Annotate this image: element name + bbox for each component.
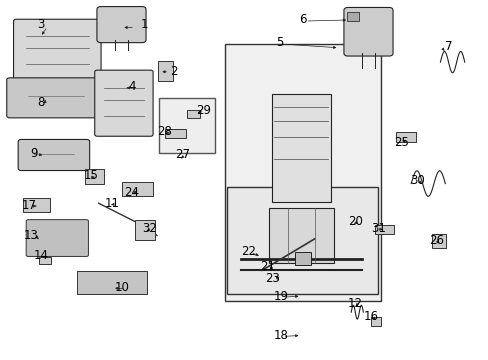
FancyBboxPatch shape	[95, 70, 153, 136]
Text: 18: 18	[273, 329, 288, 342]
Text: 14: 14	[34, 249, 49, 262]
Text: 7: 7	[444, 40, 451, 53]
Text: 28: 28	[157, 125, 171, 138]
Text: 29: 29	[195, 104, 210, 117]
Text: 25: 25	[393, 136, 407, 149]
Text: 17: 17	[22, 198, 37, 212]
Text: 4: 4	[128, 80, 135, 93]
Bar	[271, 94, 330, 202]
Bar	[23, 198, 50, 212]
Bar	[374, 225, 393, 234]
Text: 26: 26	[428, 234, 443, 247]
Text: 16: 16	[363, 310, 378, 323]
FancyBboxPatch shape	[18, 139, 89, 171]
Bar	[135, 220, 154, 240]
Text: 1: 1	[141, 18, 148, 31]
Bar	[187, 110, 199, 118]
Text: 19: 19	[273, 289, 288, 303]
FancyBboxPatch shape	[14, 19, 101, 84]
Bar	[370, 317, 380, 325]
FancyBboxPatch shape	[7, 78, 105, 118]
Bar	[224, 44, 380, 301]
Text: 23: 23	[264, 272, 280, 285]
Text: 32: 32	[142, 222, 157, 235]
FancyBboxPatch shape	[97, 6, 146, 42]
Bar	[158, 61, 172, 81]
Text: 24: 24	[124, 186, 139, 199]
Text: 15: 15	[84, 169, 99, 182]
Bar	[431, 234, 446, 248]
Bar	[39, 257, 51, 264]
Bar	[77, 271, 147, 294]
Bar	[164, 129, 186, 138]
Bar	[395, 132, 415, 143]
Text: 31: 31	[370, 222, 385, 235]
Text: 12: 12	[347, 297, 362, 310]
Text: 5: 5	[275, 36, 283, 49]
Text: 22: 22	[241, 245, 255, 258]
Text: 6: 6	[299, 13, 306, 27]
Bar	[346, 12, 358, 21]
Bar	[159, 98, 215, 153]
Bar	[85, 169, 104, 184]
Text: 30: 30	[409, 174, 424, 186]
Text: 9: 9	[31, 147, 38, 160]
Bar	[268, 208, 333, 263]
Text: 21: 21	[260, 260, 275, 273]
Bar	[122, 182, 153, 196]
Bar	[227, 187, 377, 294]
Text: 13: 13	[24, 229, 39, 242]
Text: 27: 27	[174, 148, 189, 161]
Text: 20: 20	[347, 215, 362, 228]
Text: 2: 2	[170, 64, 177, 77]
FancyBboxPatch shape	[343, 8, 392, 56]
FancyBboxPatch shape	[26, 220, 88, 256]
Text: 10: 10	[114, 281, 129, 294]
Text: 8: 8	[38, 96, 45, 109]
Bar	[294, 252, 310, 265]
Text: 11: 11	[104, 197, 120, 210]
Text: 3: 3	[38, 18, 45, 31]
